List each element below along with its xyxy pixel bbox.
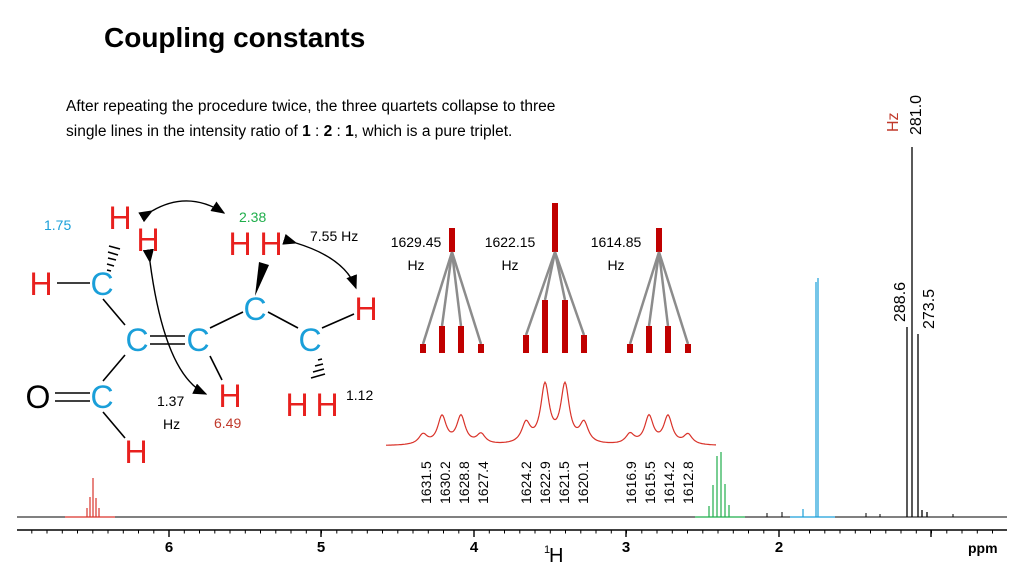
axis-unit-label: ppm [968,540,998,556]
signal-ch3-left [790,278,835,518]
axis-tick-label: 3 [622,539,630,556]
hashed-bond-c5 [310,358,326,379]
axis-nucleus-superscript: 1 [544,544,550,556]
axis-tick-labels: 6 5 4 3 2 [165,539,783,556]
ratio-2: 2 [323,123,333,140]
peak-label: 1628.8 [456,461,472,504]
bond-c3-h [209,355,223,381]
description-line1: After repeating the procedure twice, the… [66,98,556,115]
slide-title: Coupling constants [104,22,366,53]
bond-c3-c4 [209,311,244,329]
description-line2-start: single lines in the intensity ratio of [66,123,303,140]
shift-label-2-38: 2.38 [239,209,266,225]
multiplet-trace [386,380,716,446]
tree-label-1: 1629.45 [391,234,442,250]
spectrum [17,147,1007,518]
peak-label: 1612.8 [680,461,696,504]
atom-h-ch3-1: H [285,387,308,423]
hashed-bond-c1 [106,245,121,272]
wedge-bond-c4 [255,262,269,296]
atom-c3: C [186,322,209,358]
peak-label: 1614.2 [661,461,677,504]
signal-vinyl [65,478,115,518]
shift-label-1-75: 1.75 [44,217,71,233]
atom-h-ch2-1: H [228,226,251,262]
ratio-1: 1 [302,123,311,140]
molecule-structure: H H H C C C C C C O H H H H H H H [26,200,378,470]
tree-labels: 1629.45 Hz 1622.15 Hz 1614.85 Hz [391,234,642,273]
atom-h-right: H [354,291,377,327]
atom-c5: C [298,322,321,358]
coupling-label-1-37: 1.37 [157,393,184,409]
coupling-label-hz: Hz [163,416,180,432]
axis-major-ticks [168,530,932,537]
tree-label-3: 1614.85 [591,234,642,250]
peak-label: 1621.5 [556,461,572,504]
hz-label-288: 288.6 [892,282,909,322]
hz-label-273: 273.5 [921,289,938,329]
ratio-3: 1 [345,123,354,140]
tree-label-2-unit: Hz [501,257,518,273]
atom-h-bottom: H [124,434,147,470]
atom-c4: C [243,291,266,327]
peak-label: 1616.9 [623,461,639,504]
bond-c6-h [102,411,126,439]
axis-tick-label: 2 [775,539,783,556]
signal-ch3-right [906,147,928,517]
peak-label: 1620.1 [575,461,591,504]
bond-c5-h [321,313,355,329]
arrow-allylic [142,248,208,395]
atom-h-ch2-2: H [259,226,282,262]
atom-c1: C [90,266,113,302]
bond-c2-c6 [102,354,126,382]
atom-h-top-left-2: H [136,222,159,258]
atom-h-ch3-2: H [315,387,338,423]
description-text: After repeating the procedure twice, the… [66,98,556,140]
atom-h-top-left-1: H [108,200,131,236]
spectrum-noise [766,512,954,517]
peak-label: 1615.5 [642,461,658,504]
tree-label-3-unit: Hz [607,257,624,273]
axis-tick-label: 6 [165,539,173,556]
coupling-arrows [138,200,357,395]
coupling-label-7-55: 7.55 Hz [310,228,358,244]
shift-label-6-49: 6.49 [214,415,241,431]
atom-h-left: H [29,266,52,302]
axis-tick-label: 5 [317,539,325,556]
atom-o: O [26,379,51,415]
bond-c1-c2 [102,298,126,326]
axis-tick-label: 4 [470,539,479,556]
tree-label-2: 1622.15 [485,234,536,250]
hz-unit-label: Hz [885,112,902,132]
arrow-ch3-ch2 [138,200,226,223]
hz-labels: Hz 281.0 288.6 273.5 [885,95,938,329]
atom-c6: C [90,379,113,415]
peak-labels: 1631.5 1630.2 1628.8 1627.4 1624.2 1622.… [418,461,696,504]
axis-nucleus-label: H [549,545,563,567]
description-line2-end: , which is a pure triplet. [353,123,513,140]
peak-label: 1624.2 [518,461,534,504]
peak-label: 1631.5 [418,461,434,504]
signal-ch2 [695,452,745,518]
tree-label-1-unit: Hz [407,257,424,273]
atom-h-vinyl: H [218,378,241,414]
tree-quartet-2 [523,203,587,353]
peak-label: 1630.2 [437,461,453,504]
shift-label-1-12: 1.12 [346,387,373,403]
peak-label: 1627.4 [475,461,491,504]
shift-labels: 1.75 2.38 6.49 1.12 7.55 Hz 1.37 Hz [44,209,373,432]
splitting-trees: 1629.45 Hz 1622.15 Hz 1614.85 Hz [391,203,691,353]
arrow-ch2-h [282,233,357,290]
ppm-axis: 6 5 4 3 2 1 H ppm [17,529,1007,567]
atom-c2: C [125,322,148,358]
peak-label: 1622.9 [537,461,553,504]
bond-c4-c5 [267,311,299,329]
hz-label-281: 281.0 [908,95,925,135]
tree-quartet-1 [420,228,484,353]
tree-quartet-3 [627,228,691,353]
